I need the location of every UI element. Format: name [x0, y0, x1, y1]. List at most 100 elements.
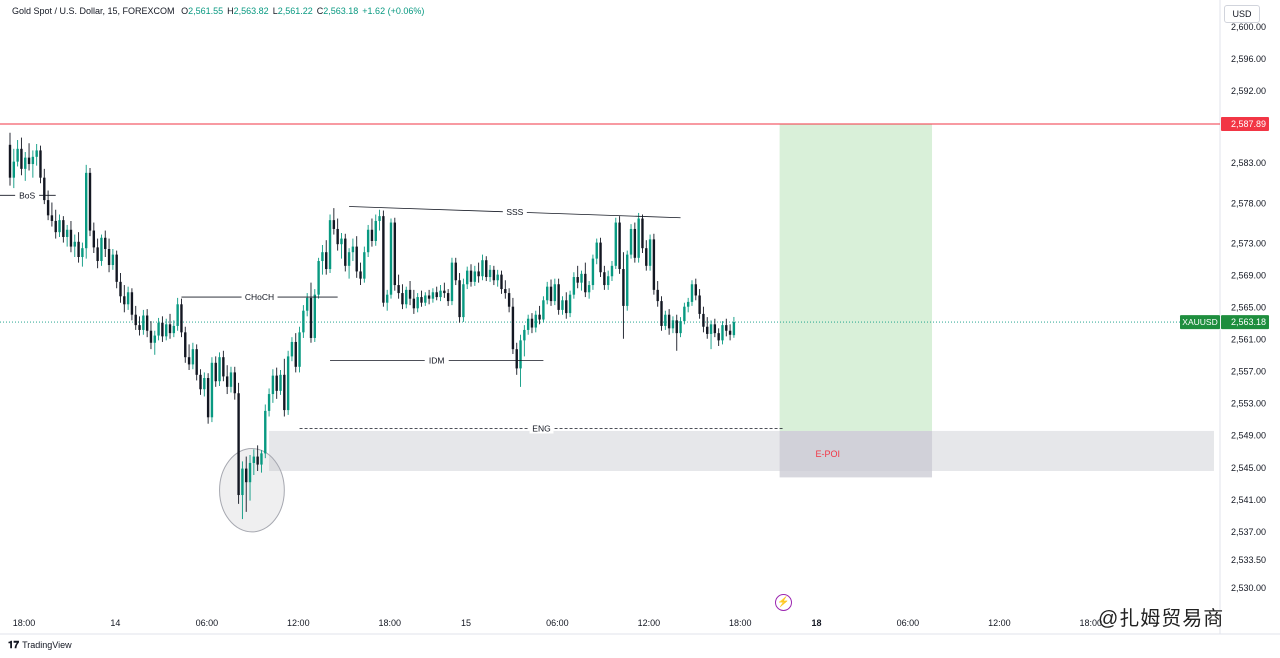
- y-tick-label: 2,565.00: [1231, 303, 1266, 313]
- candle: [534, 310, 537, 333]
- candle: [683, 302, 686, 325]
- candle-body: [180, 304, 183, 333]
- candle-body: [130, 292, 134, 315]
- ohlc-key: H: [227, 6, 234, 16]
- candle: [633, 222, 637, 263]
- ohlc-readout: O2,561.55 H2,563.82 L2,561.22 C2,563.18 +1.6…: [177, 6, 424, 16]
- candle-body: [645, 248, 648, 266]
- candle: [275, 367, 278, 399]
- candle-body: [142, 315, 145, 330]
- candle-body: [286, 356, 290, 411]
- candle-body: [488, 269, 492, 278]
- candle: [325, 240, 328, 275]
- candle: [73, 234, 76, 258]
- candle: [294, 333, 297, 373]
- candle: [462, 278, 465, 322]
- currency-selector[interactable]: USD: [1224, 5, 1260, 23]
- candle-body: [450, 262, 454, 302]
- candle-body: [317, 261, 320, 295]
- candle: [65, 224, 69, 247]
- candle-body: [485, 260, 488, 278]
- candle-body: [264, 410, 267, 454]
- candle-body: [664, 314, 667, 326]
- candle-body: [168, 324, 172, 334]
- lightning-icon[interactable]: ⚡: [775, 594, 792, 611]
- candle-body: [686, 301, 690, 307]
- candle-body: [199, 374, 202, 390]
- candle-body: [652, 239, 656, 290]
- candle: [378, 209, 381, 231]
- candle: [134, 305, 137, 330]
- candle-body: [401, 293, 404, 305]
- candle: [206, 373, 210, 424]
- candle: [233, 366, 236, 400]
- candle-body: [504, 289, 507, 294]
- candle: [618, 216, 621, 274]
- candle-body: [85, 172, 88, 249]
- y-tick-label: 2,541.00: [1231, 495, 1266, 505]
- candle: [241, 461, 244, 520]
- candle: [24, 152, 27, 181]
- candle-body: [477, 271, 480, 277]
- candle-body: [439, 290, 442, 298]
- candle-body: [145, 315, 149, 331]
- candle-body: [717, 333, 720, 341]
- candle-body: [424, 295, 427, 303]
- candle-body: [267, 394, 271, 411]
- candle: [679, 317, 682, 338]
- candle: [340, 232, 343, 259]
- candle: [142, 309, 145, 335]
- candle: [69, 220, 73, 253]
- candle-body: [466, 270, 469, 285]
- candle-body: [385, 294, 389, 303]
- candle: [355, 236, 358, 278]
- candle: [565, 292, 568, 319]
- candle-body: [408, 289, 412, 299]
- candle: [557, 278, 560, 315]
- candle-body: [694, 284, 697, 296]
- candle-body: [572, 277, 576, 295]
- candle: [606, 270, 610, 290]
- candle: [344, 233, 347, 272]
- candle-body: [206, 378, 210, 418]
- candle: [20, 137, 23, 176]
- candle: [374, 214, 377, 246]
- candle-body: [370, 229, 374, 241]
- candle: [458, 273, 461, 323]
- candle: [184, 326, 187, 363]
- candle-body: [725, 325, 728, 331]
- candle-body: [660, 301, 663, 326]
- candle: [572, 272, 576, 299]
- candle-body: [96, 247, 99, 262]
- candle-body: [515, 349, 518, 369]
- y-tick-label: 2,569.00: [1231, 270, 1266, 280]
- candle: [496, 269, 499, 287]
- candle-body: [8, 144, 12, 178]
- candle: [420, 290, 423, 307]
- candle-body: [431, 292, 435, 299]
- candle: [488, 265, 492, 282]
- candle: [370, 218, 374, 247]
- candle-body: [115, 254, 118, 282]
- candle-body: [568, 294, 572, 314]
- candle: [580, 270, 583, 291]
- candle-body: [622, 269, 625, 306]
- candle: [35, 144, 38, 166]
- tradingview-logo[interactable]: 𝟏𝟕 TradingView: [8, 640, 72, 651]
- candle: [260, 450, 263, 473]
- candle-body: [565, 300, 568, 314]
- x-tick-label: 06:00: [196, 618, 219, 628]
- candle: [130, 288, 134, 321]
- candle: [267, 388, 271, 417]
- candle-body: [107, 248, 111, 266]
- candle-body: [530, 318, 534, 328]
- candle-body: [214, 362, 217, 382]
- ohlc-key: C: [316, 6, 324, 16]
- candle-body: [39, 150, 42, 178]
- candle: [39, 145, 42, 184]
- x-tick-label: 18: [811, 618, 821, 628]
- candle-body: [336, 228, 339, 245]
- candle-body: [633, 228, 637, 258]
- candle: [591, 254, 595, 290]
